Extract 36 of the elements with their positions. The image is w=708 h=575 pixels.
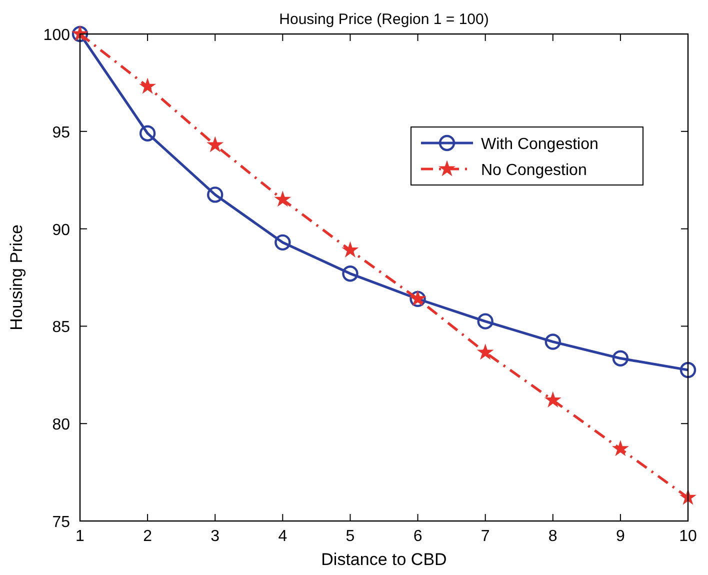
point [342, 266, 358, 282]
x-tick-label: 4 [278, 528, 288, 545]
legend-label: With Congestion [481, 136, 598, 153]
point [275, 192, 290, 206]
y-tick-label: 100 [43, 27, 70, 44]
x-axis-title: Distance to CBD [321, 550, 447, 569]
x-tick-label: 8 [548, 528, 558, 545]
point [478, 344, 493, 359]
point [140, 78, 156, 94]
x-tick-label: 5 [346, 528, 355, 545]
point [208, 137, 223, 152]
y-axis-title: Housing Price [7, 224, 26, 330]
point [544, 334, 561, 350]
point [680, 362, 696, 378]
y-tick-label: 85 [52, 319, 70, 336]
y-tick-label: 90 [52, 222, 70, 239]
y-tick-label: 95 [52, 124, 70, 142]
x-tick-label: 2 [143, 528, 152, 545]
point [139, 125, 156, 142]
x-tick-label: 10 [679, 528, 697, 545]
point [612, 441, 628, 456]
x-tick-label: 3 [210, 528, 220, 545]
point [342, 242, 358, 257]
point [274, 234, 291, 251]
point [477, 313, 494, 330]
x-tick-label: 9 [616, 528, 625, 545]
point [207, 186, 224, 203]
legend-label: No Congestion [481, 162, 587, 179]
point [612, 350, 629, 366]
y-tick-label: 80 [52, 416, 70, 434]
x-tick-label: 1 [76, 528, 85, 545]
point [545, 392, 560, 407]
chart-title: Housing Price (Region 1 = 100) [279, 11, 489, 28]
y-tick-label: 75 [52, 514, 70, 531]
x-tick-label: 6 [413, 528, 422, 545]
x-tick-label: 7 [480, 528, 490, 545]
